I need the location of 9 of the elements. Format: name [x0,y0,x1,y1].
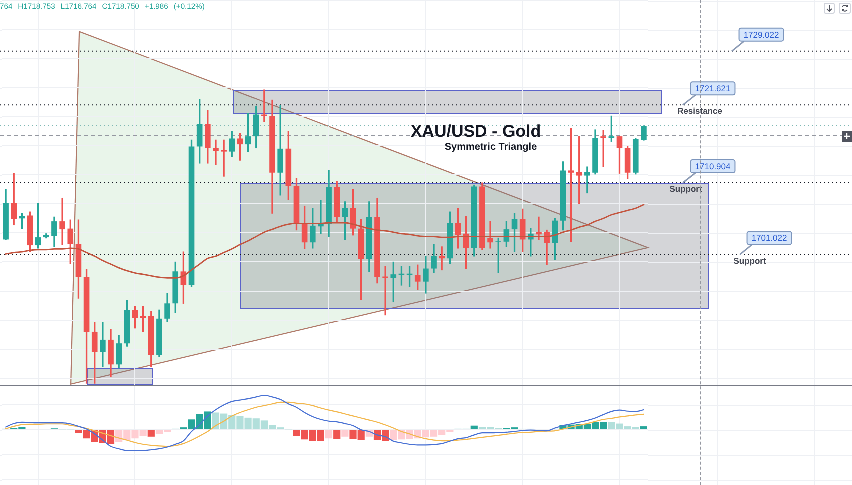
ref-line-label: 1710.904 [695,161,731,172]
text: Symmetric Triangle [444,142,538,152]
ref-line-label: 1721.621 [695,84,731,94]
ref-line-label: 1701.022 [752,233,788,244]
annotation: Support [670,184,702,194]
ref-line-label: 1729.022 [744,30,780,40]
text: XAU/USD - Gold [410,122,542,140]
annotation: Support [734,256,766,266]
annotation: Resistance [678,106,723,116]
